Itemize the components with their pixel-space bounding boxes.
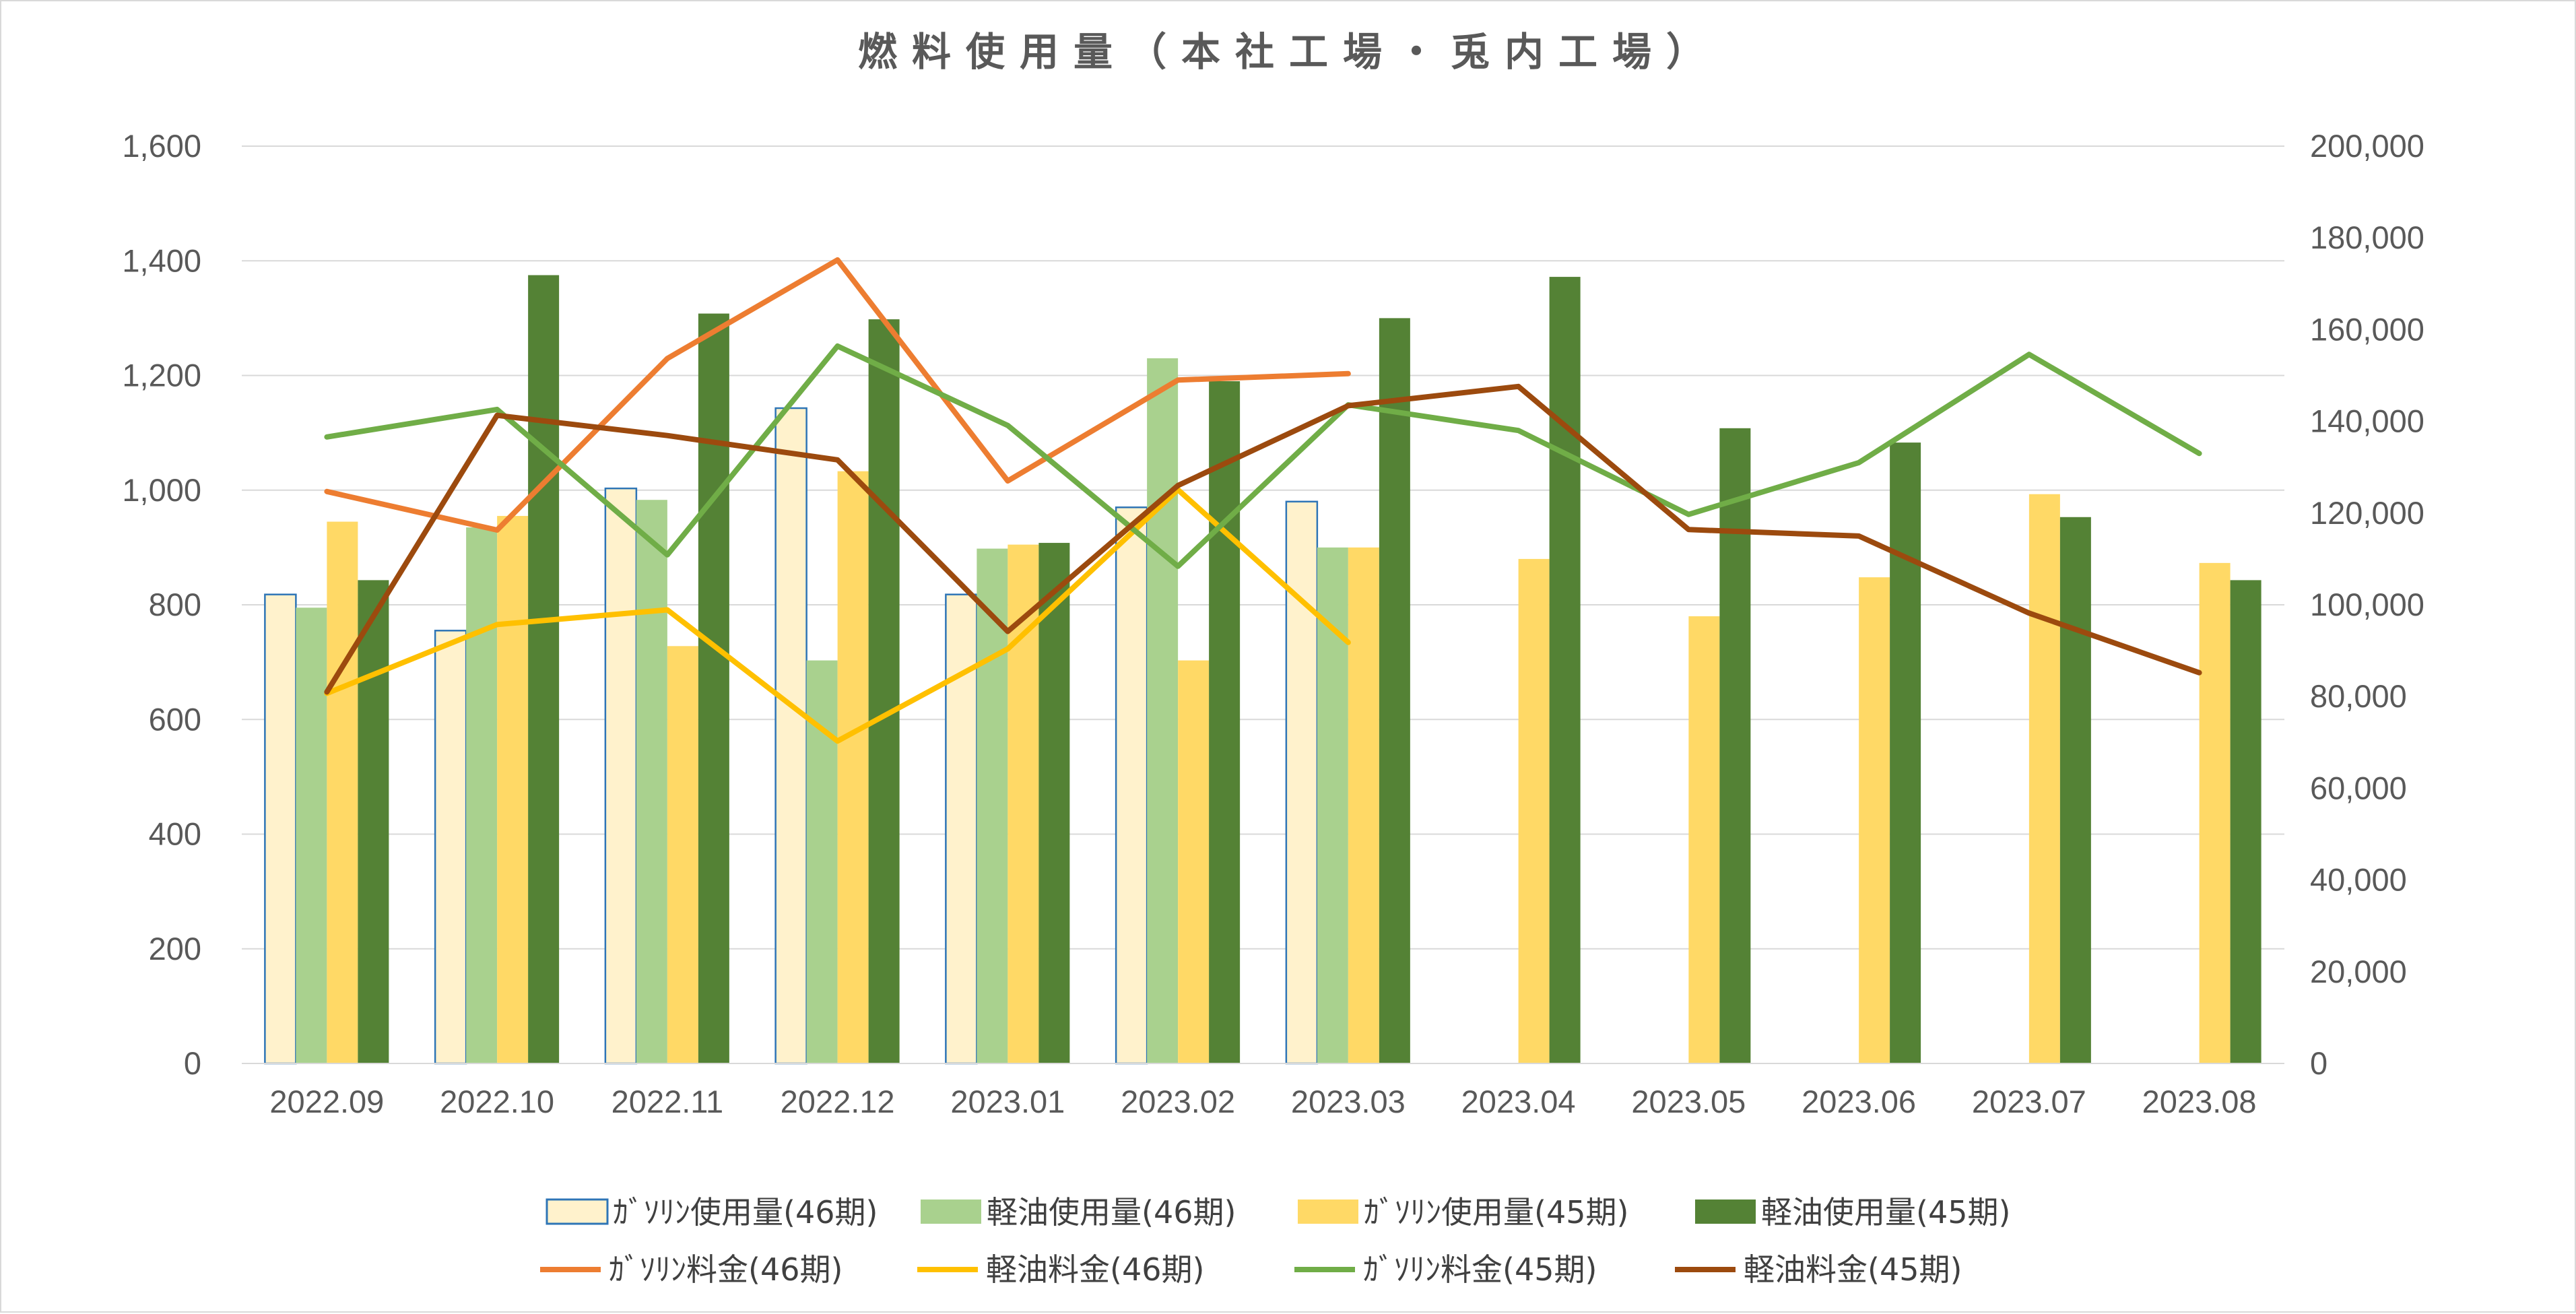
left-tick-label: 600 [149,701,201,737]
bar [698,313,729,1064]
legend-label: ｶﾞｿﾘﾝ使用量(46期) [613,1194,878,1230]
bar [1209,381,1241,1063]
right-tick-label: 160,000 [2310,311,2424,347]
bar [1285,500,1319,1065]
bar [2059,517,2091,1063]
legend: ｶﾞｿﾘﾝ使用量(46期) 軽油使用量(46期) ｶﾞｿﾘﾝ使用量(45期) 軽油使用… [540,1194,2010,1288]
x-tick-label: 2022.12 [781,1084,895,1119]
bar [945,593,978,1065]
x-tick-label: 2023.04 [1461,1084,1576,1119]
bar [1348,547,1379,1063]
right-tick-label: 200,000 [2310,128,2424,164]
left-tick-label: 0 [184,1045,201,1081]
bar [1688,616,1720,1063]
line-series [324,257,2202,744]
bar [1719,428,1751,1063]
legend-swatch [546,1198,609,1225]
bar [604,487,638,1065]
left-tick-label: 800 [149,587,201,622]
legend-label: ｶﾞｿﾘﾝ料金(45期) [1363,1251,1597,1288]
x-tick-label: 2023.02 [1121,1084,1235,1119]
chart-title: 燃料使用量（本社工場・兎内工場） [858,29,1720,75]
bar [1147,358,1179,1063]
series-line [324,257,1351,533]
bar [868,319,900,1063]
x-tick-label: 2023.08 [2142,1084,2257,1119]
bar [1178,660,1210,1063]
x-tick-label: 2022.09 [269,1084,384,1119]
legend-swatch [1695,1200,1756,1224]
right-tick-label: 100,000 [2310,587,2424,622]
right-axis-ticks: 0 20,000 40,000 60,000 80,000 100,000 120,000 1… [2310,128,2424,1081]
bar [1115,506,1148,1065]
x-tick-label: 2023.03 [1291,1084,1406,1119]
legend-swatch [1298,1200,1358,1224]
bar [434,630,467,1065]
x-tick-label: 2022.11 [612,1084,723,1119]
bar [2230,580,2261,1063]
right-tick-label: 180,000 [2310,220,2424,255]
x-tick-label: 2023.05 [1631,1084,1746,1119]
series-line [324,343,2202,569]
left-tick-label: 200 [149,931,201,966]
right-tick-label: 40,000 [2310,862,2407,898]
right-tick-label: 80,000 [2310,678,2407,714]
right-tick-label: 60,000 [2310,770,2407,806]
bar [837,471,869,1063]
left-tick-label: 1,400 [122,242,201,278]
left-axis-ticks: 0 200 400 600 800 1,000 1,200 1,400 1,600 [122,128,201,1081]
bar [327,521,358,1063]
bar [528,275,560,1063]
legend-label: 軽油料金(45期) [1744,1251,1962,1288]
gridlines [242,145,2284,1064]
bar-series [264,275,2261,1065]
bar [977,548,1008,1063]
left-tick-label: 1,200 [122,358,201,393]
x-tick-label: 2023.06 [1802,1084,1916,1119]
bar [1549,277,1581,1064]
bar [264,593,297,1065]
bar [466,527,498,1063]
series-line [324,383,2202,695]
bar [1379,318,1410,1063]
right-tick-label: 140,000 [2310,403,2424,439]
bar [2199,562,2231,1063]
right-tick-label: 0 [2310,1045,2327,1081]
bar [497,516,529,1063]
x-axis: 2022.09 2022.10 2022.11 2022.12 2023.01 2023.… [242,1063,2284,1119]
right-tick-label: 120,000 [2310,495,2424,531]
bar [1859,577,1890,1063]
legend-label: ｶﾞｿﾘﾝ料金(46期) [609,1251,843,1288]
series-line [324,487,1351,744]
bar [1038,543,1070,1063]
legend-label: ｶﾞｿﾘﾝ使用量(45期) [1364,1194,1628,1230]
left-tick-label: 1,600 [122,128,201,164]
bar [2028,494,2060,1063]
bar [1890,442,1921,1063]
legend-label: 軽油料金(46期) [986,1251,1204,1288]
right-tick-label: 20,000 [2310,954,2407,989]
x-tick-label: 2022.10 [440,1084,554,1119]
bar [636,500,667,1063]
bar [774,407,807,1065]
bar [358,580,389,1063]
left-tick-label: 400 [149,816,201,852]
legend-label: 軽油使用量(45期) [1761,1194,2010,1230]
x-tick-label: 2023.01 [950,1084,1065,1119]
bar [667,646,698,1063]
bar [1518,558,1550,1063]
bar [296,607,327,1063]
legend-label: 軽油使用量(46期) [987,1194,1236,1230]
bar [1317,547,1348,1063]
x-tick-label: 2023.07 [1972,1084,2086,1119]
legend-swatch [921,1200,981,1224]
left-tick-label: 1,000 [122,472,201,508]
